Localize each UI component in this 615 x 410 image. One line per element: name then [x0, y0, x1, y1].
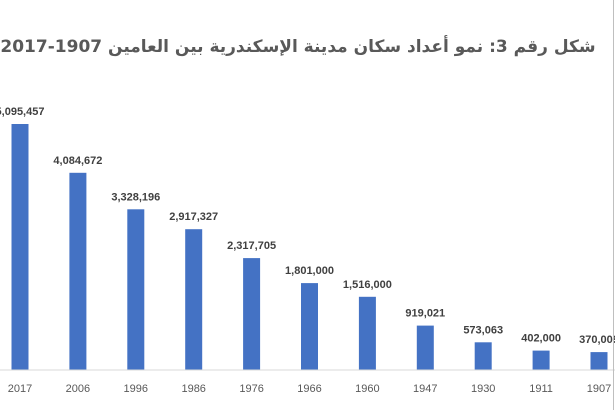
- data-label-1966: 1,801,000: [285, 265, 334, 277]
- data-label-1996: 3,328,196: [111, 191, 160, 203]
- bar-1960: [358, 296, 376, 370]
- x-tick-1907: 1907: [587, 383, 611, 395]
- x-tick-1966: 1966: [297, 383, 321, 395]
- bar-1996: [127, 209, 145, 370]
- chart-title: شكل رقم 3: نمو أعداد سكان مدينة الإسكندر…: [0, 35, 595, 57]
- data-label-1960: 1,516,000: [343, 279, 392, 291]
- x-tick-2006: 2006: [66, 383, 90, 395]
- x-tick-1911: 1911: [529, 383, 553, 395]
- x-tick-1976: 1976: [239, 383, 263, 395]
- data-label-1907: 370,009: [579, 334, 615, 346]
- bar-2017: [11, 124, 29, 370]
- bar-1976: [243, 258, 261, 370]
- x-tick-1947: 1947: [413, 383, 437, 395]
- x-tick-labels-group: 2017 2006 1996 1986 1976 1966 1960 1947 1930 1911…: [8, 383, 611, 395]
- x-tick-2017: 2017: [8, 383, 32, 395]
- bar-1907: [590, 352, 608, 370]
- data-label-2006: 4,084,672: [53, 155, 102, 167]
- data-labels-group: 5,095,457 4,084,672 3,328,196 2,917,327 2,31…: [0, 106, 615, 346]
- data-label-1911: 402,000: [521, 333, 561, 345]
- bar-1930: [474, 342, 492, 370]
- data-label-1976: 2,317,705: [227, 240, 276, 252]
- data-label-1930: 573,063: [463, 324, 503, 336]
- bar-1911: [532, 350, 550, 370]
- x-tick-1960: 1960: [355, 383, 379, 395]
- bar-1947: [416, 325, 434, 370]
- x-tick-1996: 1996: [124, 383, 148, 395]
- x-tick-1986: 1986: [181, 383, 205, 395]
- bar-2006: [69, 172, 87, 370]
- data-label-1947: 919,021: [405, 308, 445, 320]
- data-label-2017: 5,095,457: [0, 106, 44, 118]
- data-label-1986: 2,917,327: [169, 211, 218, 223]
- x-tick-1930: 1930: [471, 383, 495, 395]
- bar-1986: [185, 229, 203, 370]
- bars-group: [11, 124, 608, 370]
- bar-1966: [301, 283, 318, 370]
